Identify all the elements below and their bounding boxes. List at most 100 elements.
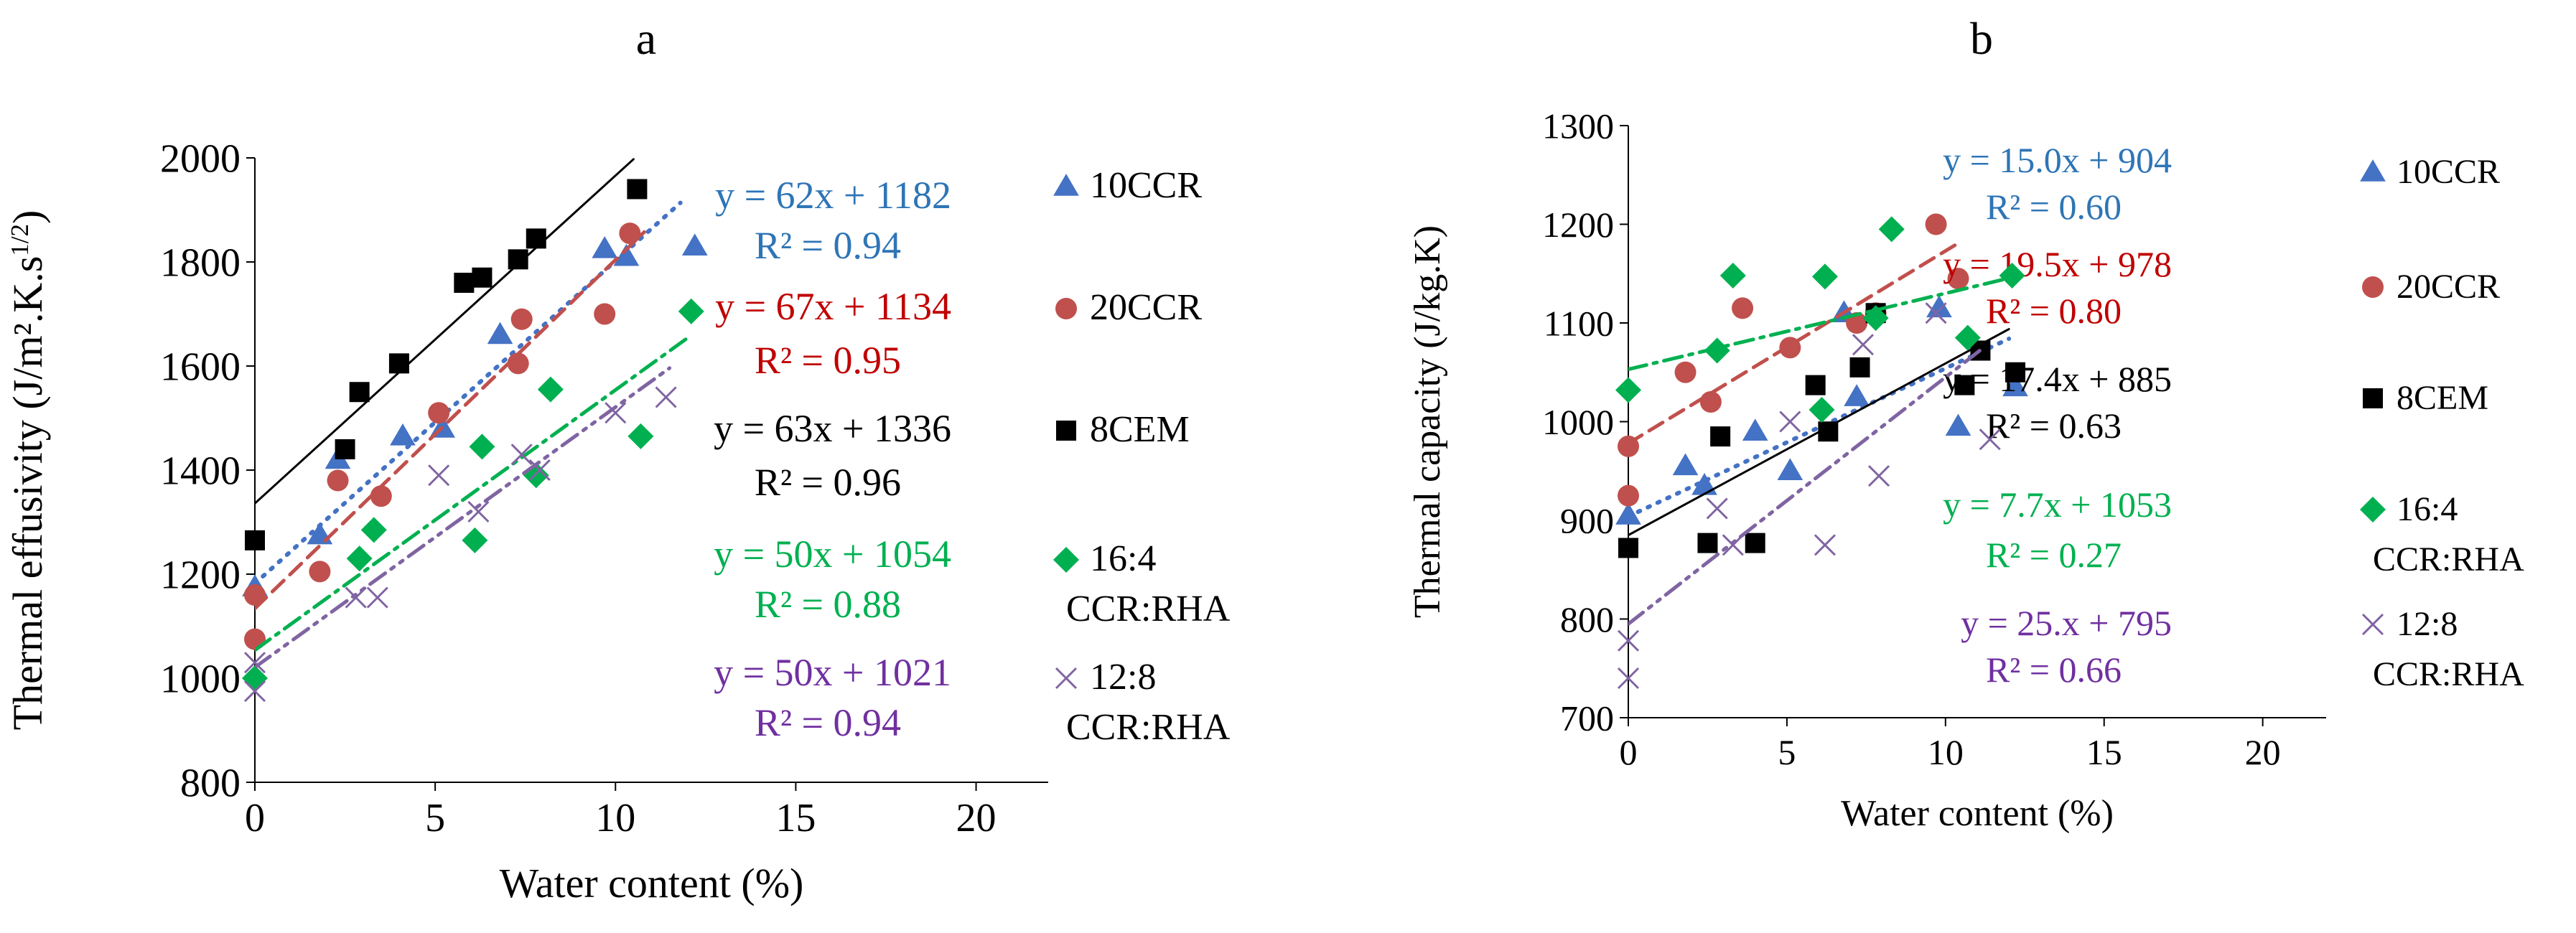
data-point — [1878, 216, 1905, 243]
data-point — [1954, 324, 1981, 351]
data-point — [1805, 375, 1826, 395]
data-point — [681, 233, 708, 255]
data-point — [619, 222, 641, 245]
legend-marker — [1056, 421, 1076, 441]
panel-title: b — [1970, 13, 1993, 64]
data-point — [2002, 374, 2028, 397]
trendline — [255, 230, 646, 611]
x-axis-label: Water content (%) — [500, 860, 804, 906]
y-tick-label: 700 — [1560, 698, 1614, 739]
data-point — [510, 444, 533, 466]
fit-equation: y = 50x + 1054 — [714, 533, 951, 576]
data-point — [1719, 263, 1746, 289]
y-tick-label: 1000 — [1542, 402, 1614, 442]
data-point — [1926, 295, 1952, 318]
data-point — [1697, 533, 1718, 553]
data-point — [1779, 337, 1801, 359]
data-point — [1979, 428, 2001, 451]
data-point — [1925, 213, 1947, 235]
trendline — [1628, 345, 1986, 626]
x-tick-label: 20 — [2245, 732, 2281, 772]
panel-a-chart: a 0 5 10 15 20 800 1000 1200 1400 1600 1800 2000 Wate… — [4, 13, 1231, 906]
fit-equation: y = 17.4x + 885 — [1943, 359, 2172, 399]
data-point — [242, 665, 268, 691]
data-point — [309, 561, 331, 583]
fit-equation: y = 67x + 1134 — [715, 285, 951, 328]
data-point — [1706, 497, 1728, 520]
data-point — [345, 586, 367, 609]
legend-label: CCR:RHA — [2373, 655, 2524, 693]
fit-equation: y = 25.x + 795 — [1961, 603, 2172, 643]
x-tick-label: 10 — [1928, 732, 1964, 772]
data-point — [1818, 421, 1839, 442]
legend-label: 12:8 — [1090, 657, 1156, 698]
data-point — [366, 586, 388, 609]
data-point — [1945, 413, 1971, 436]
x-axis-label: Water content (%) — [1841, 793, 2114, 834]
data-point — [1710, 426, 1731, 447]
data-point — [1617, 629, 1640, 652]
legend-label: 8CEM — [1090, 409, 1190, 450]
data-point — [1618, 484, 1639, 507]
data-point — [390, 423, 416, 446]
data-point — [1704, 337, 1730, 364]
data-point — [454, 273, 475, 293]
data-point — [605, 402, 627, 424]
y-tick-label: 800 — [180, 761, 241, 806]
data-point — [1777, 458, 1803, 480]
data-point — [1999, 263, 2025, 289]
data-point — [244, 584, 266, 606]
y-axis-label: Thermal effusivity (J/m².K.s1/2) — [4, 210, 51, 731]
legend-label: CCR:RHA — [2373, 540, 2524, 578]
legend-marker — [1055, 667, 1078, 690]
legend-label: 10CCR — [1090, 165, 1202, 206]
x-tick-label: 20 — [956, 796, 997, 840]
fit-equation: y = 19.5x + 978 — [1943, 244, 2172, 284]
x-tick-label: 15 — [2086, 732, 2122, 772]
r-squared-label: R² = 0.94 — [755, 224, 901, 267]
series-16-4-ccr-rha — [1615, 216, 2025, 423]
data-point — [510, 308, 533, 330]
data-point — [1954, 375, 1975, 395]
legend-marker — [2360, 497, 2386, 522]
data-point — [508, 249, 528, 270]
data-point — [627, 179, 648, 200]
legend-marker — [2360, 159, 2386, 182]
series-8cem — [245, 158, 648, 550]
data-point — [1862, 305, 1889, 332]
data-point — [1618, 435, 1639, 457]
data-point — [346, 545, 373, 572]
data-point — [370, 485, 392, 507]
data-point — [1811, 263, 1838, 290]
data-point — [1809, 397, 1835, 423]
y-tick-label: 900 — [1560, 501, 1614, 541]
legend-label: 12:8 — [2397, 605, 2458, 643]
series-20ccr — [244, 222, 646, 650]
fit-equation: y = 62x + 1182 — [715, 174, 951, 217]
data-point — [1849, 357, 1870, 378]
r-squared-label: R² = 0.63 — [1986, 405, 2122, 446]
r-squared-label: R² = 0.94 — [755, 701, 901, 744]
data-point — [592, 236, 618, 258]
legend-label: CCR:RHA — [1066, 589, 1231, 629]
trendline — [255, 158, 635, 505]
legend-marker — [1053, 174, 1079, 196]
fit-equation: y = 7.7x + 1053 — [1943, 484, 2172, 525]
series-12-8-ccr-rha — [1617, 302, 2001, 690]
y-tick-label: 1200 — [1542, 205, 1614, 245]
data-point — [528, 459, 551, 482]
legend-marker — [1055, 298, 1077, 319]
data-point — [327, 469, 349, 492]
data-point — [469, 433, 495, 460]
r-squared-label: R² = 0.96 — [755, 461, 901, 504]
data-point — [1779, 411, 1801, 433]
data-point — [243, 680, 266, 703]
data-point — [1844, 384, 1870, 406]
data-point — [428, 402, 450, 424]
x-tick-label: 15 — [775, 796, 816, 840]
data-point — [487, 322, 513, 344]
data-point — [1732, 297, 1754, 319]
legend-label: 10CCR — [2397, 153, 2500, 191]
x-tick-label: 5 — [425, 796, 445, 840]
